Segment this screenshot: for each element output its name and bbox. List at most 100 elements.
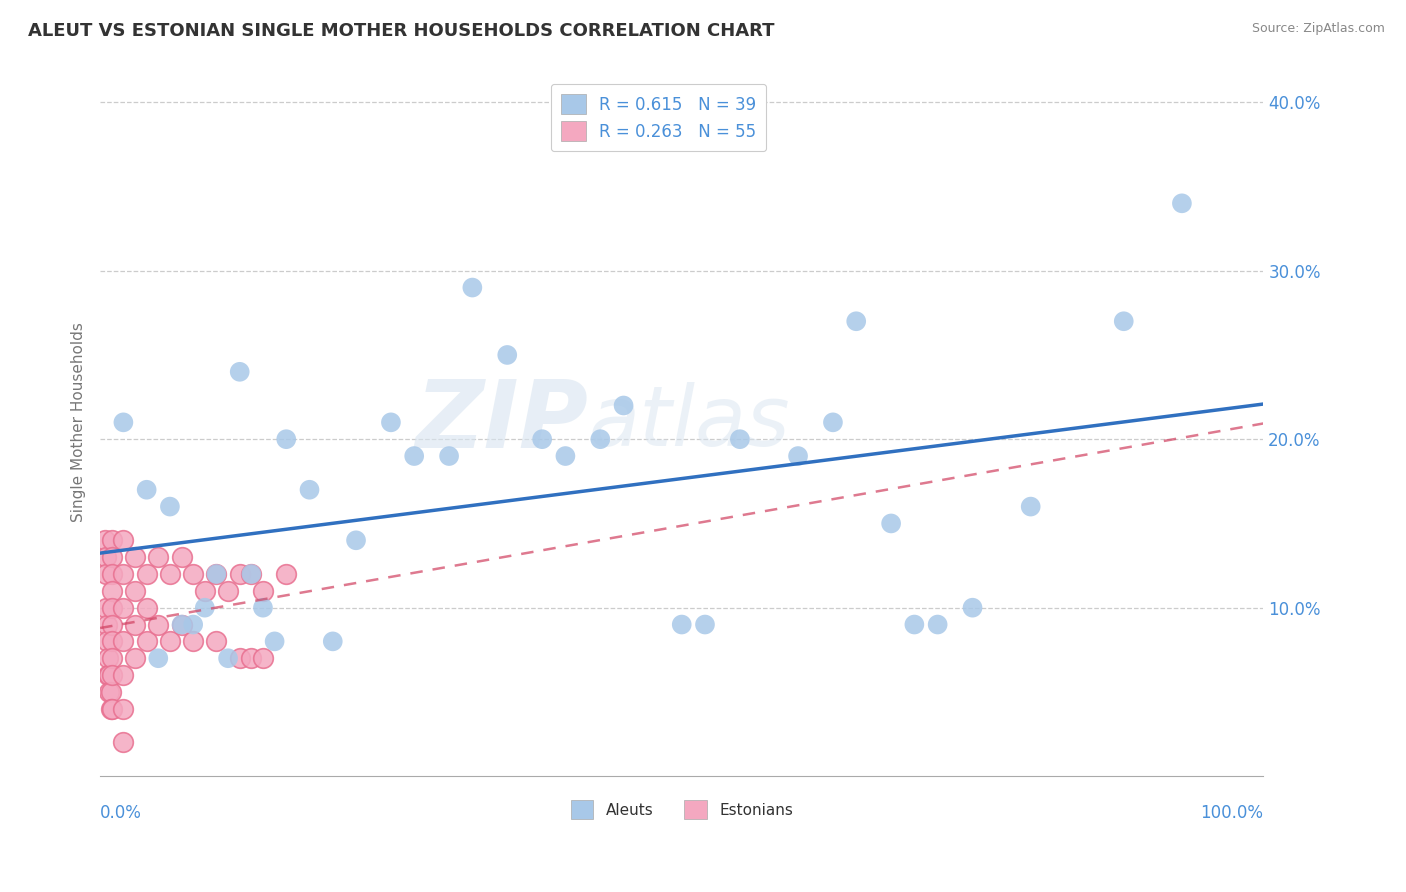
Point — [181, 566, 204, 581]
Point — [124, 617, 146, 632]
Point — [100, 566, 122, 581]
Point — [100, 668, 122, 682]
Point — [613, 399, 636, 413]
Text: Source: ZipAtlas.com: Source: ZipAtlas.com — [1251, 22, 1385, 36]
Point — [240, 566, 263, 581]
Text: atlas: atlas — [589, 382, 790, 463]
Point — [135, 600, 157, 615]
Point — [1171, 196, 1194, 211]
Point — [252, 651, 274, 665]
Point — [100, 600, 122, 615]
Point — [263, 634, 285, 648]
Point — [100, 533, 122, 548]
Point — [97, 651, 120, 665]
Point — [112, 600, 135, 615]
Point — [276, 566, 298, 581]
Point — [821, 415, 844, 429]
Point — [100, 702, 122, 716]
Text: 0.0%: 0.0% — [100, 805, 142, 822]
Point — [845, 314, 868, 328]
Point — [100, 617, 122, 632]
Point — [217, 651, 239, 665]
Point — [671, 617, 693, 632]
Point — [903, 617, 925, 632]
Text: ZIP: ZIP — [416, 376, 589, 468]
Point — [1112, 314, 1135, 328]
Point — [322, 634, 344, 648]
Point — [100, 550, 122, 565]
Point — [531, 432, 554, 446]
Point — [170, 617, 193, 632]
Point — [112, 415, 135, 429]
Point — [228, 651, 250, 665]
Point — [205, 566, 228, 581]
Point — [252, 600, 274, 615]
Point — [404, 449, 426, 463]
Point — [344, 533, 367, 548]
Point — [100, 651, 122, 665]
Point — [97, 668, 120, 682]
Point — [100, 702, 122, 716]
Point — [880, 516, 903, 531]
Point — [170, 550, 193, 565]
Point — [787, 449, 810, 463]
Point — [693, 617, 716, 632]
Point — [96, 617, 118, 632]
Point — [181, 634, 204, 648]
Point — [228, 365, 250, 379]
Point — [94, 600, 117, 615]
Point — [159, 500, 181, 514]
Point — [962, 600, 984, 615]
Legend: Aleuts, Estonians: Aleuts, Estonians — [564, 794, 799, 825]
Point — [112, 566, 135, 581]
Point — [554, 449, 576, 463]
Point — [98, 685, 121, 699]
Point — [112, 533, 135, 548]
Point — [100, 685, 122, 699]
Point — [94, 533, 117, 548]
Point — [170, 617, 193, 632]
Point — [124, 583, 146, 598]
Point — [437, 449, 460, 463]
Point — [380, 415, 402, 429]
Point — [276, 432, 298, 446]
Point — [728, 432, 751, 446]
Y-axis label: Single Mother Households: Single Mother Households — [72, 322, 86, 523]
Point — [148, 617, 170, 632]
Point — [194, 600, 217, 615]
Point — [135, 566, 157, 581]
Point — [240, 566, 263, 581]
Point — [98, 668, 121, 682]
Point — [1019, 500, 1042, 514]
Point — [298, 483, 321, 497]
Point — [252, 583, 274, 598]
Point — [135, 634, 157, 648]
Point — [461, 280, 484, 294]
Text: ALEUT VS ESTONIAN SINGLE MOTHER HOUSEHOLDS CORRELATION CHART: ALEUT VS ESTONIAN SINGLE MOTHER HOUSEHOL… — [28, 22, 775, 40]
Point — [96, 634, 118, 648]
Point — [94, 550, 117, 565]
Point — [148, 651, 170, 665]
Point — [112, 634, 135, 648]
Point — [124, 651, 146, 665]
Point — [589, 432, 612, 446]
Point — [228, 566, 250, 581]
Point — [124, 550, 146, 565]
Text: 100.0%: 100.0% — [1201, 805, 1264, 822]
Point — [148, 550, 170, 565]
Point — [112, 702, 135, 716]
Point — [112, 735, 135, 749]
Point — [181, 617, 204, 632]
Point — [100, 583, 122, 598]
Point — [217, 583, 239, 598]
Point — [112, 668, 135, 682]
Point — [496, 348, 519, 362]
Point — [205, 566, 228, 581]
Point — [240, 651, 263, 665]
Point — [205, 634, 228, 648]
Point — [194, 583, 217, 598]
Point — [927, 617, 949, 632]
Point — [94, 566, 117, 581]
Point — [135, 483, 157, 497]
Point — [159, 566, 181, 581]
